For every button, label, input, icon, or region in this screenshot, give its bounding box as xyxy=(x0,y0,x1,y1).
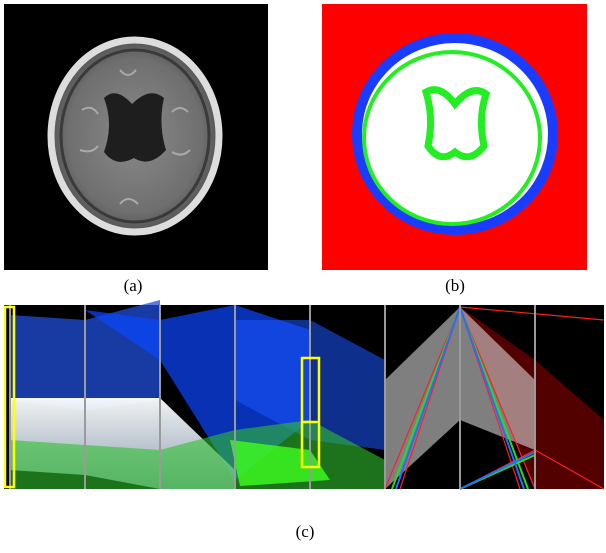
caption: (c) xyxy=(295,522,315,541)
segmentation-image xyxy=(322,4,587,270)
parallel-coordinates-image xyxy=(3,300,605,490)
mri-image xyxy=(4,4,268,270)
caption: (a) xyxy=(123,276,143,295)
caption: (b) xyxy=(445,276,465,295)
